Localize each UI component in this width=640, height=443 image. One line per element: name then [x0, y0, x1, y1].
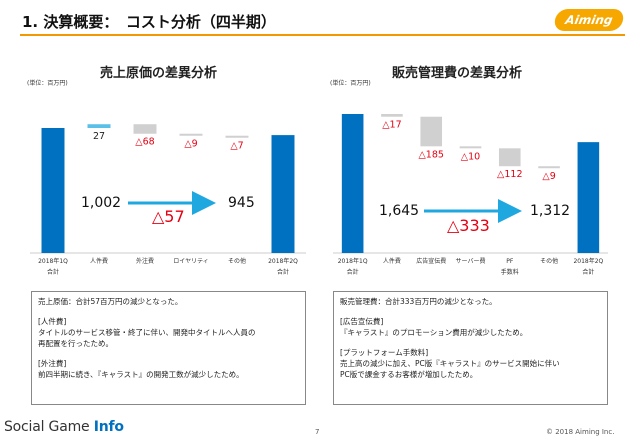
bar-value-label: △9 [184, 139, 197, 150]
right-unit-label: (単位：百万円) [330, 80, 371, 87]
bar-total [341, 114, 364, 253]
left-start-value: 1,002 [81, 195, 122, 211]
bar-delta [225, 135, 249, 138]
bar-value-label: △112 [497, 169, 522, 180]
left-note-line: タイトルのサービス移管・終了に伴い、開発中タイトルへ人員の [38, 328, 256, 337]
category-label: 合計 [582, 268, 594, 276]
bar-value-label: △17 [382, 120, 401, 131]
footer-brand: Social Game Info [4, 419, 124, 435]
category-label: PF [506, 258, 514, 265]
right-note-heading: [広告宣伝費] [340, 317, 384, 326]
bar-value-label: △7 [230, 141, 243, 152]
category-label: 合計 [347, 268, 359, 276]
category-label: 合計 [277, 268, 289, 276]
left-note-line: 再配置を行ったため。 [38, 339, 113, 348]
title-underline [20, 34, 625, 36]
copyright-text: © 2018 Aiming Inc. [546, 428, 615, 436]
right-panel-heading: 販売管理費の差異分析 [392, 66, 523, 81]
left-panel-heading: 売上原価の差異分析 [100, 66, 218, 81]
aiming-logo: Aiming [553, 9, 625, 31]
bar-value-label: 27 [93, 131, 105, 142]
right-note-line: 『キャラスト』のプロモーション費用が減少したため。 [340, 328, 528, 337]
right-note-box: 販売管理費：合計333百万円の減少となった。 [広告宣伝費] 『キャラスト』のプ… [333, 291, 608, 405]
category-label: サーバー費 [456, 257, 486, 265]
category-label: 2018年2Q [268, 257, 298, 265]
category-label: 広告宣伝費 [416, 257, 446, 265]
right-end-value: 1,312 [530, 203, 571, 219]
right-waterfall-chart: 2018年1Q 合計 △17 人件費 △185 広告宣伝費 △10 サーバー費 △112 PF 手数… [333, 114, 608, 276]
bar-delta [420, 116, 443, 147]
right-note-line: 売上高の減少に加え、PC版『キャラスト』のサービス開始に伴い [340, 359, 560, 368]
left-note-line: 前四半期に続き、『キャラスト』の開発工数が減少したため。 [38, 370, 244, 379]
category-label: ロイヤリティ [173, 258, 208, 265]
bar-total [271, 135, 295, 253]
bar-delta [381, 114, 403, 117]
left-note-summary: 売上原価：合計57百万円の減少となった。 [38, 297, 183, 306]
footer-brand-bold: Info [93, 419, 124, 435]
left-note-heading: [人件費] [38, 317, 67, 326]
left-waterfall-chart: 2018年1Q 合計 27 人件費 △68 外注費 △9 ロイヤリティ △7 その他 2018年2Q… [30, 124, 306, 276]
bar-total [41, 128, 65, 253]
bar-value-label: △68 [135, 137, 154, 148]
bar-total [577, 142, 600, 253]
right-note-heading: [プラットフォーム手数料] [340, 348, 429, 357]
category-label: 2018年1Q [38, 257, 68, 265]
page-title: 1. 決算概要： コスト分析（四半期） [22, 13, 276, 31]
bar-delta [538, 166, 560, 169]
bar-delta [459, 146, 482, 149]
bar-delta [87, 124, 111, 128]
bar-value-label: △10 [461, 151, 480, 162]
bar-delta [498, 148, 521, 167]
bar-delta [133, 124, 157, 134]
category-label: 2018年2Q [573, 257, 603, 265]
category-label: 人件費 [90, 257, 108, 265]
category-label: 合計 [47, 268, 59, 276]
bar-value-label: △9 [542, 171, 555, 182]
category-label: その他 [228, 257, 246, 265]
bar-value-label: △185 [418, 149, 443, 160]
page-number: 7 [315, 428, 320, 436]
left-end-value: 945 [228, 195, 255, 211]
category-label: 2018年1Q [338, 257, 368, 265]
bar-delta [179, 133, 203, 136]
logo-text: Aiming [564, 13, 614, 27]
category-label: その他 [540, 257, 558, 265]
right-note-summary: 販売管理費：合計333百万円の減少となった。 [340, 297, 497, 306]
left-note-heading: [外注費] [38, 359, 67, 368]
right-start-value: 1,645 [379, 203, 420, 219]
right-diff-value: △333 [447, 216, 490, 235]
category-label: 外注費 [136, 257, 154, 265]
left-unit-label: (単位：百万円) [27, 80, 68, 87]
right-note-line: PC版で課金するお客様が増加したため。 [340, 370, 478, 379]
category-label: 手数料 [501, 268, 519, 276]
left-note-box: 売上原価：合計57百万円の減少となった。 [人件費] タイトルのサービス移管・終… [31, 291, 306, 405]
category-label: 人件費 [383, 257, 401, 265]
footer-brand-plain: Social Game [4, 419, 94, 435]
left-diff-value: △57 [152, 207, 185, 226]
